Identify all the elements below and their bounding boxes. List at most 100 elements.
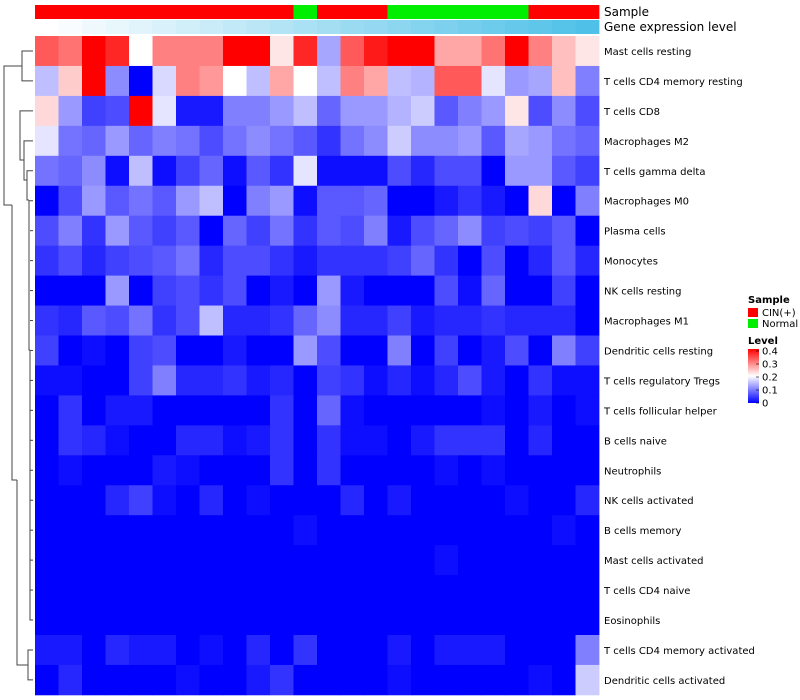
heatmap-cell: [35, 95, 59, 127]
heatmap-cell: [223, 395, 247, 426]
heatmap-cell: [411, 455, 435, 486]
heatmap-cell: [340, 425, 365, 456]
heatmap-cell: [176, 215, 200, 247]
heatmap-cell: [223, 335, 247, 366]
heatmap-cell: [105, 365, 130, 396]
heatmap-cell: [129, 155, 153, 187]
heatmap-cell: [552, 395, 576, 426]
heatmap-cell: [82, 515, 106, 546]
gene-expression-cell: [105, 20, 130, 34]
heatmap-cell: [481, 515, 506, 546]
heatmap-cell: [58, 305, 83, 336]
heatmap-cell: [505, 545, 529, 576]
heatmap-cell: [199, 575, 224, 606]
row-label: Macrophages M1: [604, 317, 689, 328]
heatmap-cell: [317, 305, 341, 336]
heatmap-cell: [364, 95, 388, 127]
sample-cell: [552, 5, 576, 19]
heatmap-cell: [575, 155, 600, 187]
heatmap-cell: [176, 575, 200, 606]
dendrogram-branch: [3, 65, 22, 206]
sample-cell: [105, 5, 130, 19]
heatmap-cell: [246, 515, 271, 546]
heatmap-cell: [575, 185, 600, 217]
heatmap-cell: [364, 65, 388, 97]
heatmap-cell: [293, 65, 318, 97]
heatmap-cell: [35, 425, 59, 456]
heatmap-cell: [505, 395, 529, 426]
heatmap-cell: [105, 95, 130, 127]
heatmap-cell: [82, 36, 106, 67]
heatmap-cell: [411, 305, 435, 336]
heatmap-cell: [176, 455, 200, 486]
heatmap-cell: [528, 125, 553, 157]
heatmap-cell: [411, 185, 435, 217]
heatmap-cell: [340, 36, 365, 67]
heatmap-cell: [82, 155, 106, 187]
heatmap-cell: [223, 545, 247, 576]
heatmap-cell: [293, 545, 318, 576]
heatmap-cell: [58, 365, 83, 396]
heatmap-cell: [528, 485, 553, 516]
heatmap-cell: [458, 245, 482, 276]
heatmap-cell: [340, 185, 365, 217]
heatmap-cell: [411, 635, 435, 666]
heatmap-cell: [528, 515, 553, 546]
legend-sample-swatch: [748, 308, 758, 317]
heatmap-cell: [35, 36, 59, 67]
heatmap-cell: [528, 185, 553, 217]
heatmap-cell: [340, 635, 365, 666]
heatmap-cell: [411, 545, 435, 576]
legend-level-tick: 0.3: [762, 360, 778, 371]
heatmap-cell: [411, 245, 435, 276]
heatmap-cell: [552, 365, 576, 396]
sample-cell: [317, 5, 341, 19]
heatmap-cell: [458, 575, 482, 606]
heatmap-cell: [246, 545, 271, 576]
gene-expression-cell: [82, 20, 106, 34]
heatmap-cell: [293, 635, 318, 666]
heatmap-cell: [270, 185, 294, 217]
heatmap-cell: [340, 125, 365, 157]
row-label: Mast cells resting: [604, 47, 691, 58]
heatmap-cell: [434, 275, 459, 306]
heatmap-cell: [199, 245, 224, 276]
heatmap-cell: [199, 185, 224, 217]
heatmap-cell: [58, 185, 83, 217]
heatmap-cell: [481, 605, 506, 636]
heatmap-cell: [340, 305, 365, 336]
heatmap-cell: [176, 515, 200, 546]
heatmap-cell: [575, 545, 600, 576]
heatmap-cell: [152, 455, 177, 486]
heatmap-cell: [270, 575, 294, 606]
sample-cell: [481, 5, 506, 19]
row-label: B cells naive: [604, 436, 667, 447]
heatmap-cell: [82, 575, 106, 606]
heatmap-cell: [481, 36, 506, 67]
heatmap-cell: [82, 365, 106, 396]
heatmap-cell: [129, 575, 153, 606]
heatmap-cell: [458, 515, 482, 546]
heatmap-cell: [152, 635, 177, 666]
heatmap-cell: [505, 95, 529, 127]
heatmap-cell: [58, 65, 83, 97]
heatmap-cell: [270, 485, 294, 516]
heatmap-cell: [552, 95, 576, 127]
heatmap-cell: [575, 485, 600, 516]
heatmap-cell: [293, 365, 318, 396]
heatmap-cell: [58, 125, 83, 157]
heatmap-cell: [58, 395, 83, 426]
heatmap-cell: [105, 485, 130, 516]
heatmap-cell: [105, 664, 130, 696]
heatmap-cell: [176, 425, 200, 456]
heatmap-cell: [105, 155, 130, 187]
heatmap-cell: [35, 545, 59, 576]
heatmap-cell: [246, 455, 271, 486]
heatmap-cell: [505, 155, 529, 187]
heatmap-cell: [434, 215, 459, 247]
heatmap-cell: [293, 95, 318, 127]
dendrogram-branch: [21, 50, 33, 82]
heatmap-cell: [387, 664, 412, 696]
heatmap-cell: [246, 635, 271, 666]
